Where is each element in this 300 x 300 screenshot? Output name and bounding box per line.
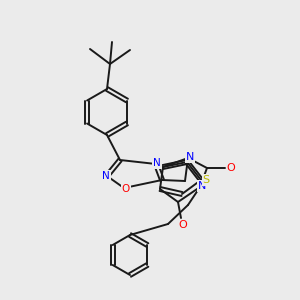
Text: N: N xyxy=(102,171,110,181)
Text: S: S xyxy=(202,175,210,185)
Text: O: O xyxy=(122,184,130,194)
Text: N: N xyxy=(198,181,206,191)
Text: N: N xyxy=(153,158,161,168)
Text: N: N xyxy=(186,152,194,162)
Text: O: O xyxy=(178,220,188,230)
Text: O: O xyxy=(226,163,236,173)
